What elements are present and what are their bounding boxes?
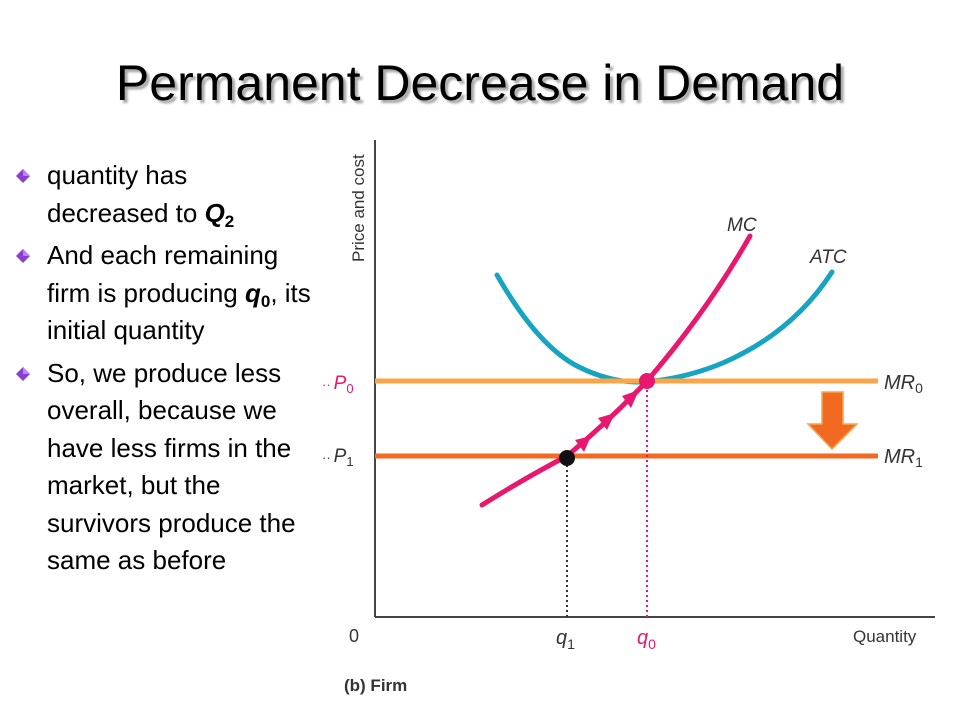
p0-name: P <box>334 373 347 394</box>
q0-point <box>639 373 655 389</box>
mc-label: MC <box>727 215 757 236</box>
slide-title: Permanent Decrease in Demand <box>115 55 845 111</box>
q0-name: q <box>637 627 648 649</box>
mr0-sub: 0 <box>915 380 923 396</box>
mr0-label: MR0 <box>884 372 923 396</box>
x-axis-label: Quantity <box>853 627 917 646</box>
mr1-name: MR <box>884 446 915 468</box>
q1-label: q1 <box>556 627 575 652</box>
p0-prefix: ·· <box>322 377 331 392</box>
p0-sub: 0 <box>346 381 353 396</box>
bullet-text: quantity has decreased to <box>47 160 205 228</box>
bullet-variable-sub: 2 <box>224 211 235 231</box>
bullet-item: And each remaining firm is producing q0,… <box>14 237 314 350</box>
atc-curve <box>494 269 835 385</box>
bullet-list: quantity has decreased to Q2 And each re… <box>14 157 314 585</box>
origin-label: 0 <box>349 626 359 646</box>
y-axis-label: Price and cost <box>349 154 368 262</box>
bullet-text-after: , its initial quantity <box>47 277 311 346</box>
mc-arrowhead-icon <box>575 436 591 452</box>
shift-down-arrow-icon <box>806 391 859 451</box>
mr0-name: MR <box>884 372 915 394</box>
mc-arrowhead-icon <box>622 390 639 408</box>
q1-point <box>559 450 575 466</box>
bullet-item: quantity has decreased to Q2 <box>14 157 314 232</box>
p0-label: ·· P0 <box>322 373 354 396</box>
q1-sub: 1 <box>567 636 575 652</box>
bullet-text: So, we produce less overall, because we … <box>47 357 296 576</box>
atc-label: ATC <box>809 247 847 268</box>
q0-sub: 0 <box>648 636 656 652</box>
mr1-sub: 1 <box>915 454 923 470</box>
p1-label: ·· P1 <box>322 446 354 469</box>
q1-name: q <box>556 627 567 649</box>
bullet-variable: Q <box>204 197 225 228</box>
mc-curve <box>479 233 753 508</box>
p1-name: P <box>334 446 347 467</box>
diamond-bullet-icon <box>16 169 30 183</box>
q0-label: q0 <box>637 627 656 652</box>
p1-prefix: ·· <box>322 450 331 465</box>
p1-sub: 1 <box>346 454 353 469</box>
bullet-item: So, we produce less overall, because we … <box>14 355 314 580</box>
bullet-variable: q <box>244 277 261 308</box>
mr1-label: MR1 <box>884 446 923 470</box>
bullet-text: And each remaining firm is producing <box>47 240 279 308</box>
bullet-variable-sub: 0 <box>260 291 271 311</box>
graph-caption: (b) Firm <box>344 676 407 695</box>
mc-arrowhead-icon <box>598 413 615 430</box>
diamond-bullet-icon <box>16 366 30 381</box>
diamond-bullet-icon <box>16 249 30 263</box>
